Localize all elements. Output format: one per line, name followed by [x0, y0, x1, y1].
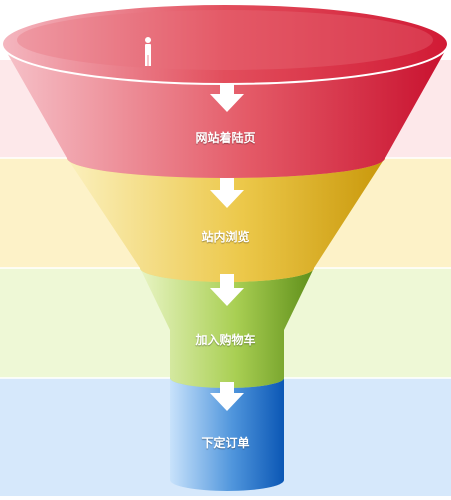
- down-arrow-icon: [210, 274, 244, 306]
- down-arrow-icon: [210, 84, 244, 112]
- funnel-stage-1: [1, 3, 449, 178]
- down-arrow-icon: [210, 178, 244, 208]
- down-arrow-icon: [210, 382, 244, 411]
- person-icon: [145, 37, 151, 66]
